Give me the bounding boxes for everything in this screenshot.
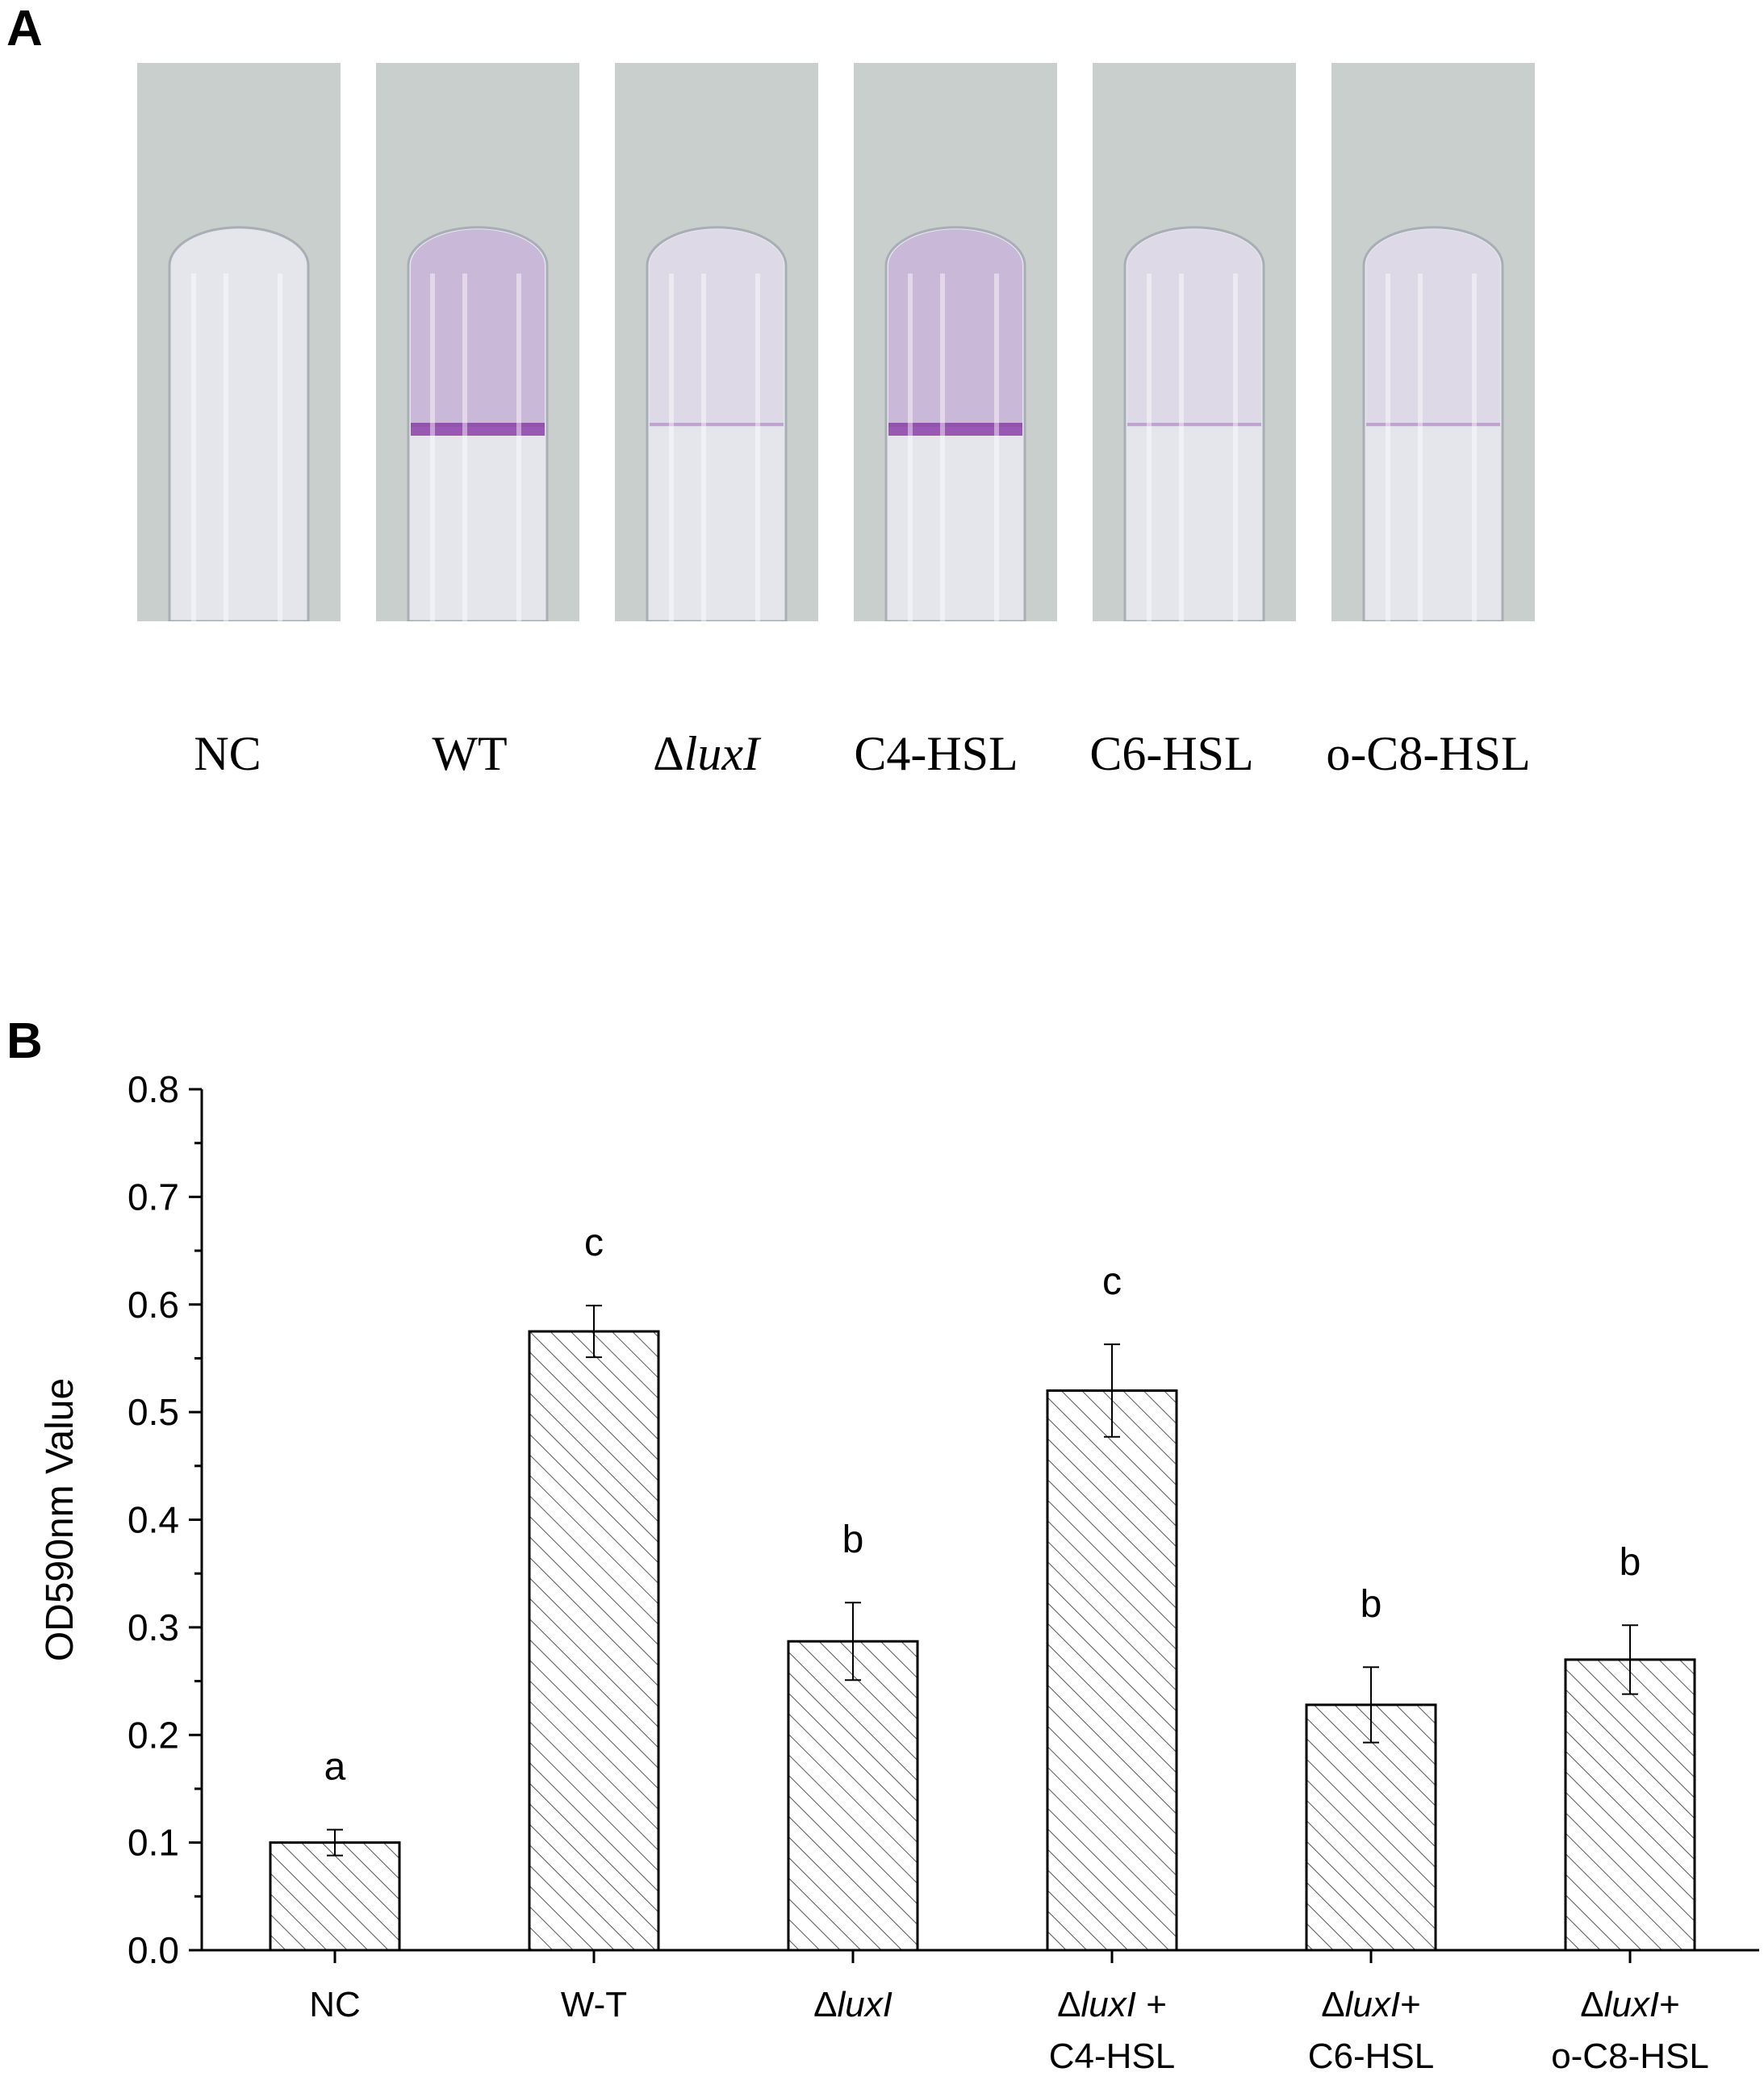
tube-photo [854,63,1057,621]
x-tick-label-line2: o-C8-HSL [1551,2037,1709,2076]
tube-photo [376,63,579,621]
y-tick-label: 0.2 [127,1714,179,1756]
bar [269,1841,401,1952]
bar [1046,1389,1178,1952]
significance-letter: b [1620,1541,1641,1584]
tube-photo [1093,63,1296,621]
y-tick-label: 0.3 [127,1606,179,1648]
tube-label: ΔluxI [653,727,759,780]
x-tick-label: ΔluxI+ [1321,1985,1421,2024]
panel-b-letter: B [6,1013,43,1069]
significance-letter: b [1361,1583,1382,1626]
significance-letter: a [324,1746,346,1789]
x-tick-label: ΔluxI + [1057,1985,1167,2024]
tube-photo [137,63,341,621]
x-tick-label: W-T [561,1985,627,2024]
y-axis-label: OD590nm Value [39,1378,82,1661]
significance-letter: b [842,1519,864,1561]
y-tick-label: 0.7 [127,1176,179,1218]
y-tick-label: 0.8 [127,1068,179,1110]
significance-letter: c [584,1222,604,1264]
tube-photo [1331,63,1535,621]
tube-label: NC [194,727,261,780]
tube-label: o-C8-HSL [1326,727,1531,780]
bar [787,1640,919,1952]
y-tick-label: 0.5 [127,1391,179,1433]
y-tick-label: 0.6 [127,1284,179,1326]
x-tick-label: NC [309,1985,361,2024]
tube-label: C4-HSL [854,727,1018,780]
bar-chart: 0.0 0.1 0.2 0.3 0.4 0.5 0.6 0.7 0.8 OD590nm Value… [39,1068,1759,2076]
y-tick-label: 0.1 [127,1822,179,1864]
x-tick-label-line2: C4-HSL [1049,2037,1176,2076]
x-tick-label-line2: C6-HSL [1308,2037,1435,2076]
x-tick-label: ΔluxI+ [1580,1985,1680,2024]
bar [528,1330,660,1952]
significance-letter: c [1102,1260,1122,1303]
y-tick-label: 0.0 [127,1929,179,1971]
tube-label: C6-HSL [1089,727,1254,780]
panel-a-letter: A [6,1,43,56]
tube-photo [615,63,818,621]
tube-label: WT [432,727,508,780]
bar [1564,1658,1696,1952]
y-tick-label: 0.4 [127,1499,179,1541]
x-tick-label: ΔluxI [813,1985,892,2024]
